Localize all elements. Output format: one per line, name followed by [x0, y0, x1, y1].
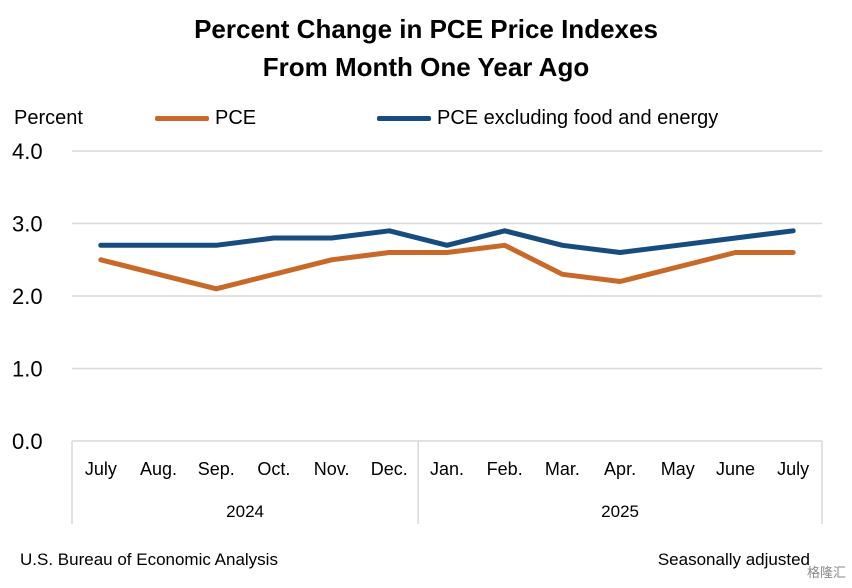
x-tick-label: Jan. [430, 459, 464, 479]
x-tick-label: Feb. [487, 459, 523, 479]
x-tick-label: Sep. [198, 459, 235, 479]
x-tick-label: Mar. [545, 459, 580, 479]
legend-swatch-pce [155, 115, 209, 121]
series-line-pce [98, 242, 796, 292]
y-tick-label: 2.0 [12, 284, 43, 309]
legend-label-core-pce: PCE excluding food and energy [437, 106, 719, 129]
x-tick-label: Aug. [140, 459, 177, 479]
y-tick-label: 3.0 [12, 212, 43, 237]
year-label: 2024 [226, 502, 264, 521]
y-axis-label: Percent [14, 107, 83, 129]
x-tick-label: July [777, 459, 809, 479]
legend-item-pce: PCE [155, 105, 256, 131]
watermark-logo: 格隆汇 [806, 565, 846, 580]
year-label: 2025 [601, 502, 639, 521]
chart-title: Percent Change in PCE Price Indexes From… [0, 10, 852, 86]
legend-item-core-pce: PCE excluding food and energy [377, 105, 718, 131]
x-tick-label: Apr. [604, 459, 636, 479]
x-tick-label: Oct. [257, 459, 290, 479]
source-note: U.S. Bureau of Economic Analysis [20, 550, 278, 569]
chart-subtitle: From Month One Year Ago [262, 52, 590, 82]
y-tick-label: 0.0 [12, 429, 43, 454]
x-tick-label: May [661, 459, 695, 479]
y-tick-label: 4.0 [12, 139, 43, 164]
y-tick-label: 1.0 [12, 357, 43, 382]
x-tick-label: Dec. [371, 459, 408, 479]
series-line-core-pce [98, 228, 796, 255]
seasonal-note: Seasonally adjusted [657, 550, 810, 569]
legend-swatch-core-pce [377, 115, 431, 121]
x-tick-label: July [85, 459, 117, 479]
x-tick-label: Nov. [314, 459, 350, 479]
chart-title-line1: Percent Change in PCE Price Indexes [194, 14, 658, 44]
x-tick-label: June [716, 459, 755, 479]
legend-label-pce: PCE [215, 106, 257, 129]
